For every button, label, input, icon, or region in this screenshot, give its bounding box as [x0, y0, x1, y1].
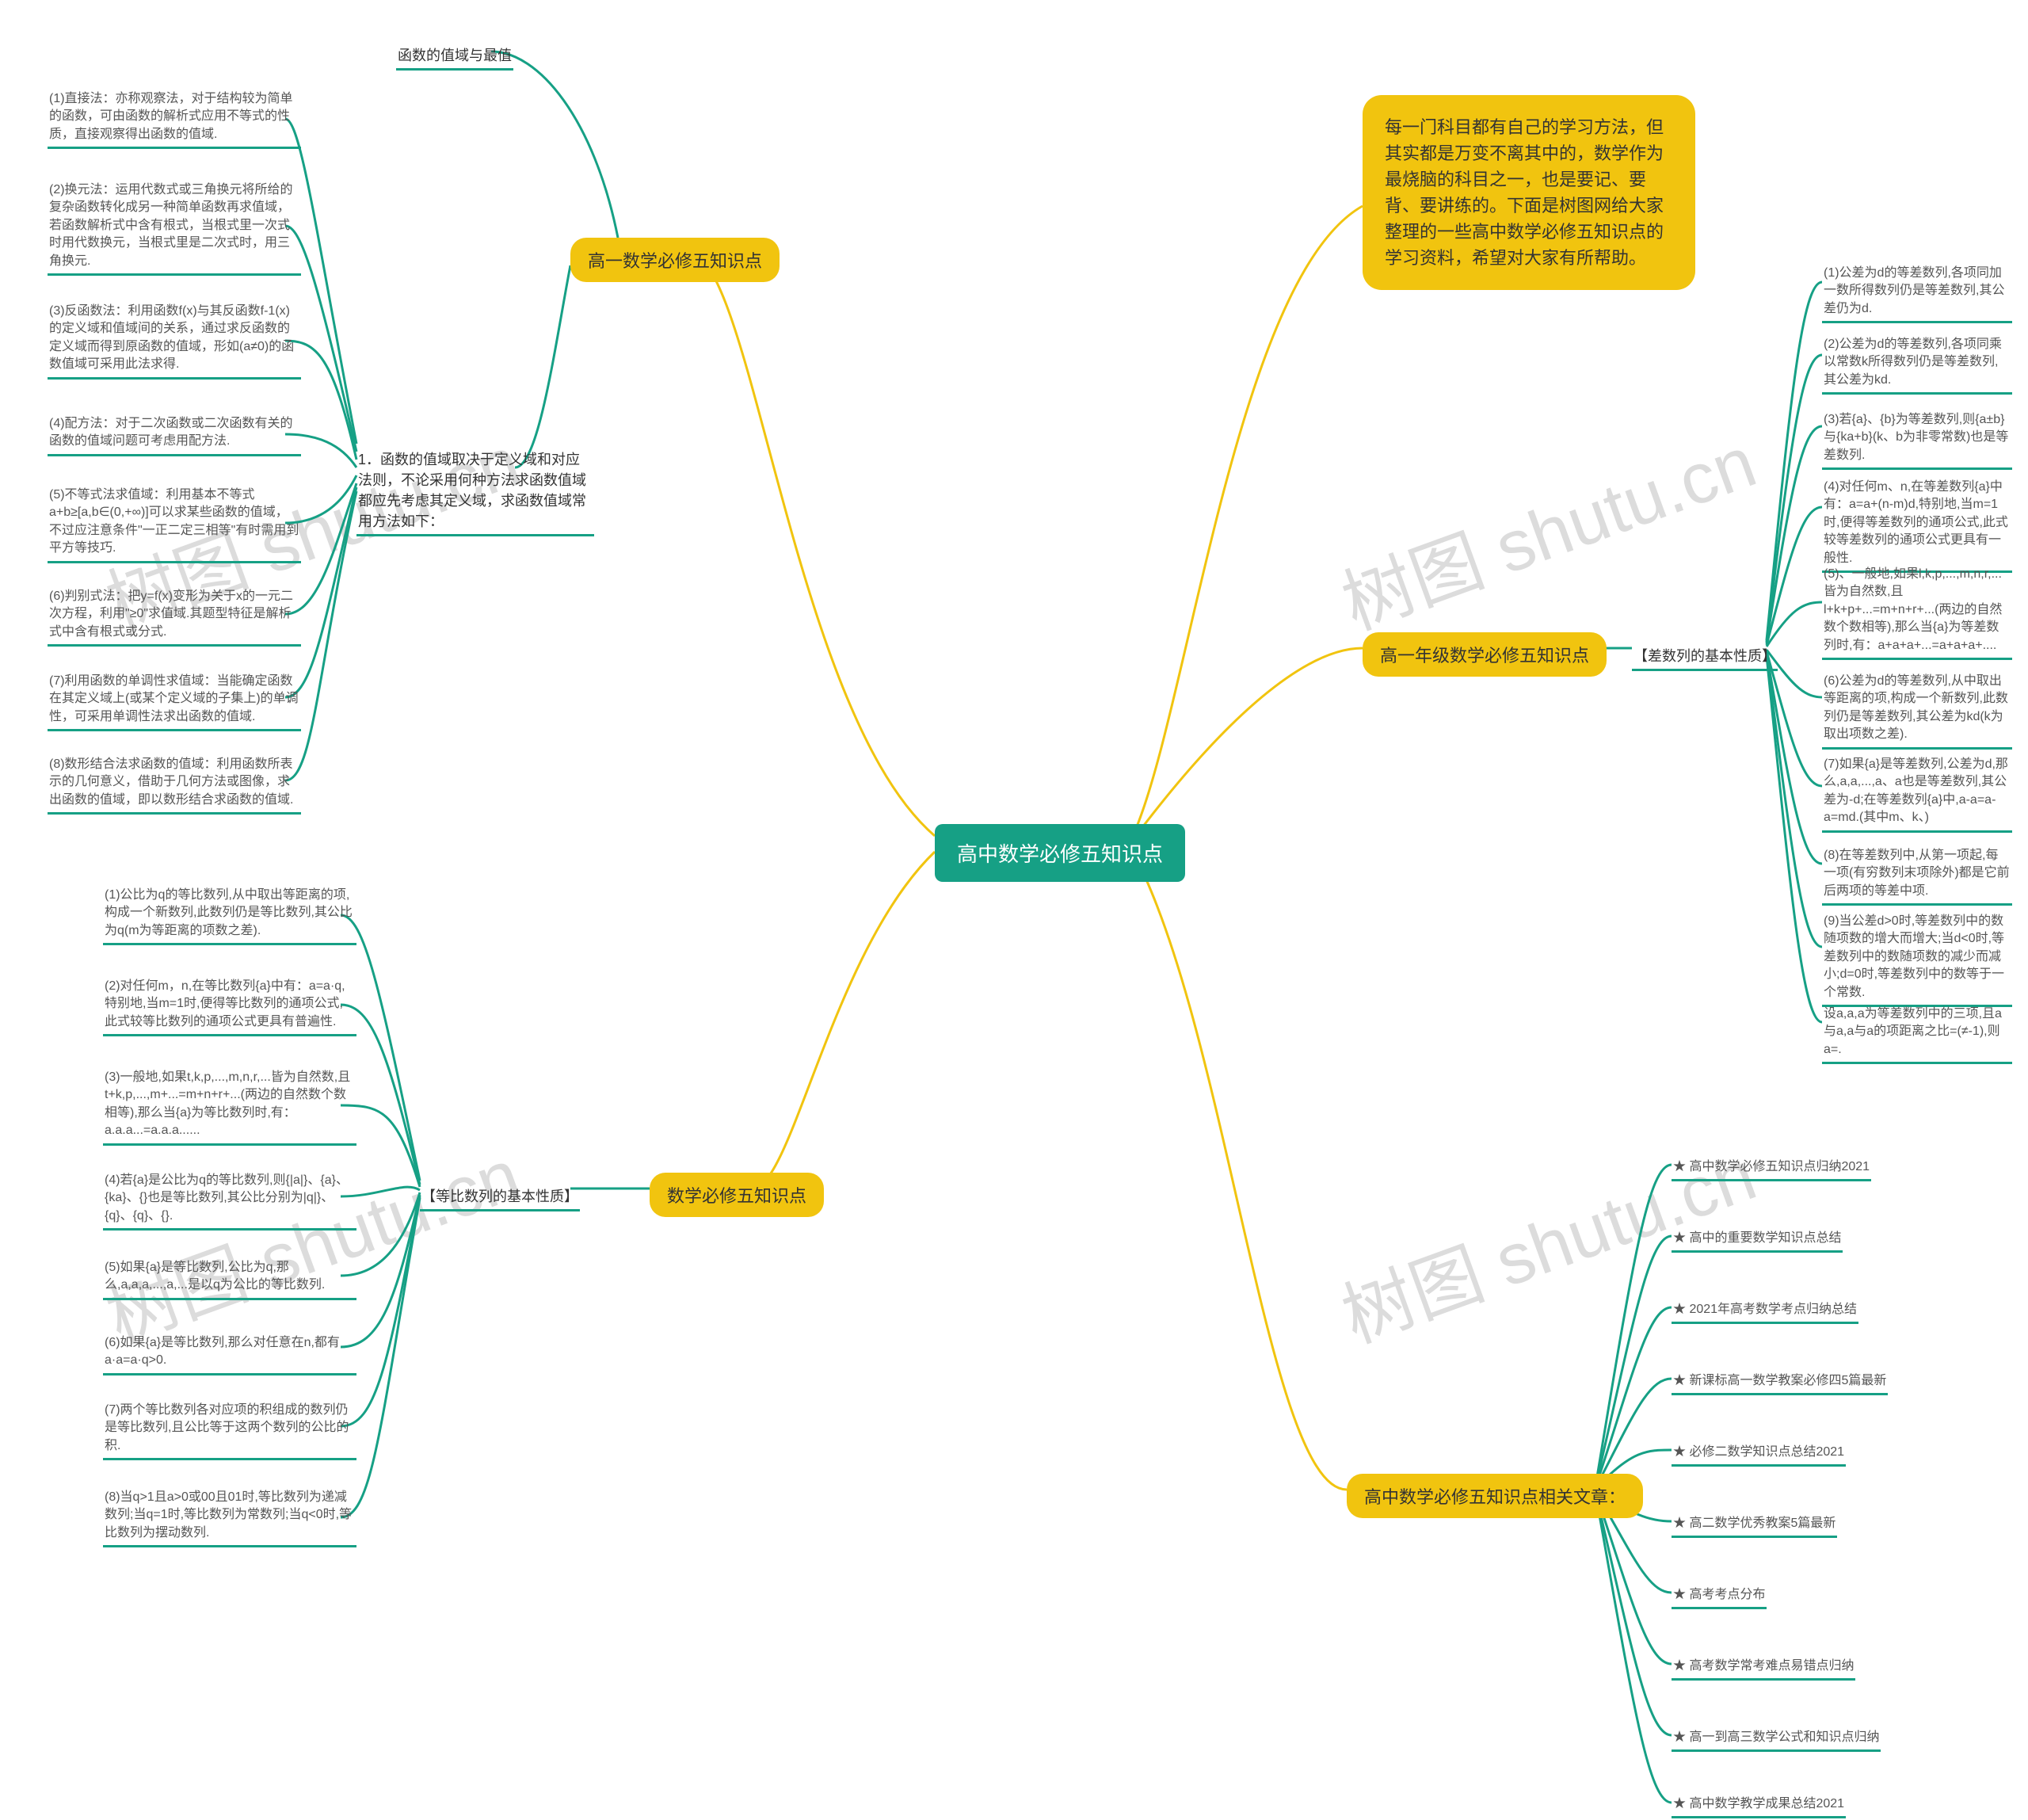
branch4-leaf-6: ★ 高二数学优秀教案5篇最新 — [1672, 1512, 1837, 1538]
branch4-leaf-4: ★ 新课标高一数学教案必修四5篇最新 — [1672, 1369, 1888, 1395]
branch3-leaf-6: (6)公差为d的等差数列,从中取出等距离的项,构成一个新数列,此数列仍是等差数列… — [1822, 670, 2012, 750]
branch1-topic1: 函数的值域与最值 — [396, 40, 513, 71]
branch1-leaf-8: (8)数形结合法求函数的值域：利用函数所表示的几何意义，借助于几何方法或图像，求… — [48, 753, 301, 815]
branch2-title: 数学必修五知识点 — [650, 1173, 824, 1217]
branch1-leaf-5: (5)不等式法求值域：利用基本不等式a+b≥[a,b∈(0,+∞)]可以求某些函… — [48, 483, 301, 563]
branch3-leaf-3: (3)若{a}、{b}为等差数列,则{a±b}与{ka+b}(k、b为非零常数)… — [1822, 408, 2012, 470]
branch2-leaf-8: (8)当q>1且a>0或00且01时,等比数列为递减数列;当q=1时,等比数列为… — [103, 1486, 356, 1547]
branch2-leaf-6: (6)如果{a}是等比数列,那么对任意在n,都有a·a=a·q>0. — [103, 1331, 356, 1375]
branch3-leaf-9: (9)当公差d>0时,等差数列中的数随项数的增大而增大;当d<0时,等差数列中的… — [1822, 910, 2012, 1007]
branch3-leaf-7: (7)如果{a}是等差数列,公差为d,那么,a,a,...,a、a也是等差数列,… — [1822, 753, 2012, 833]
branch1-leaf-7: (7)利用函数的单调性求值域：当能确定函数在其定义域上(或某个定义域的子集上)的… — [48, 670, 301, 731]
branch2-topic: 【等比数列的基本性质】 — [420, 1181, 580, 1211]
branch4-leaf-10: ★ 高中数学教学成果总结2021 — [1672, 1792, 1846, 1818]
branch4-leaf-7: ★ 高考考点分布 — [1672, 1583, 1767, 1609]
branch4-leaf-5: ★ 必修二数学知识点总结2021 — [1672, 1440, 1846, 1467]
branch2-leaf-7: (7)两个等比数列各对应项的积组成的数列仍是等比数列,且公比等于这两个数列的公比… — [103, 1398, 356, 1460]
branch1-title: 高一数学必修五知识点 — [570, 238, 780, 282]
intro-node: 每一门科目都有自己的学习方法，但其实都是万变不离其中的，数学作为最烧脑的科目之一… — [1363, 95, 1695, 290]
branch1-topic2: 1．函数的值域取决于定义域和对应法则，不论采用何种方法求函数值域都应先考虑其定义… — [356, 444, 594, 536]
branch4-leaf-2: ★ 高中的重要数学知识点总结 — [1672, 1227, 1843, 1253]
branch3-topic: 【差数列的基本性质】 — [1632, 640, 1778, 671]
branch2-leaf-5: (5)如果{a}是等比数列,公比为q,那么,a,a,a,...,a,...是以q… — [103, 1256, 356, 1300]
watermark: 树图 shutu.cn — [90, 1118, 532, 1363]
branch4-title: 高中数学必修五知识点相关文章： — [1347, 1474, 1643, 1518]
branch1-leaf-6: (6)判别式法：把y=f(x)变形为关于x的一元二次方程，利用"≥0"求值域.其… — [48, 585, 301, 647]
branch4-leaf-9: ★ 高一到高三数学公式和知识点归纳 — [1672, 1726, 1881, 1752]
branch2-leaf-4: (4)若{a}是公比为q的等比数列,则{|a|}、{a}、{ka}、{}也是等比… — [103, 1169, 356, 1231]
branch2-leaf-2: (2)对任何m，n,在等比数列{a}中有：a=a·q,特别地,当m=1时,便得等… — [103, 975, 356, 1036]
watermark: 树图 shutu.cn — [1326, 405, 1767, 650]
branch1-leaf-3: (3)反函数法：利用函数f(x)与其反函数f-1(x)的定义域和值域间的关系，通… — [48, 300, 301, 380]
branch3-leaf-5: (5)、一般地,如果l,k,p,...,m,n,r,...皆为自然数,且l+k+… — [1822, 563, 2012, 660]
branch3-leaf-8: (8)在等差数列中,从第一项起,每一项(有穷数列末项除外)都是它前后两项的等差中… — [1822, 844, 2012, 906]
branch3-leaf-2: (2)公差为d的等差数列,各项同乘以常数k所得数列仍是等差数列,其公差为kd. — [1822, 333, 2012, 395]
branch1-leaf-2: (2)换元法：运用代数式或三角换元将所给的复杂函数转化成另一种简单函数再求值域，… — [48, 178, 301, 276]
branch4-leaf-8: ★ 高考数学常考难点易错点归纳 — [1672, 1654, 1855, 1681]
branch4-leaf-1: ★ 高中数学必修五知识点归纳2021 — [1672, 1155, 1871, 1181]
branch1-leaf-1: (1)直接法：亦称观察法，对于结构较为简单的函数，可由函数的解析式应用不等式的性… — [48, 87, 301, 149]
branch3-title: 高一年级数学必修五知识点 — [1363, 632, 1607, 677]
branch4-leaf-3: ★ 2021年高考数学考点归纳总结 — [1672, 1298, 1858, 1324]
branch1-leaf-4: (4)配方法：对于二次函数或二次函数有关的函数的值域问题可考虑用配方法. — [48, 412, 301, 456]
branch3-leaf-10: 设a,a,a为等差数列中的三项,且a与a,a与a的项距离之比=(≠-1),则a=… — [1822, 1002, 2012, 1064]
branch3-leaf-4: (4)对任何m、n,在等差数列{a}中有：a=a+(n-m)d,特别地,当m=1… — [1822, 475, 2012, 573]
branch2-leaf-3: (3)一般地,如果t,k,p,...,m,n,r,...皆为自然数,且t+k,p… — [103, 1066, 356, 1146]
branch2-leaf-1: (1)公比为q的等比数列,从中取出等距离的项,构成一个新数列,此数列仍是等比数列… — [103, 883, 356, 945]
center-node: 高中数学必修五知识点 — [935, 824, 1185, 882]
branch3-leaf-1: (1)公差为d的等差数列,各项同加一数所得数列仍是等差数列,其公差仍为d. — [1822, 261, 2012, 323]
